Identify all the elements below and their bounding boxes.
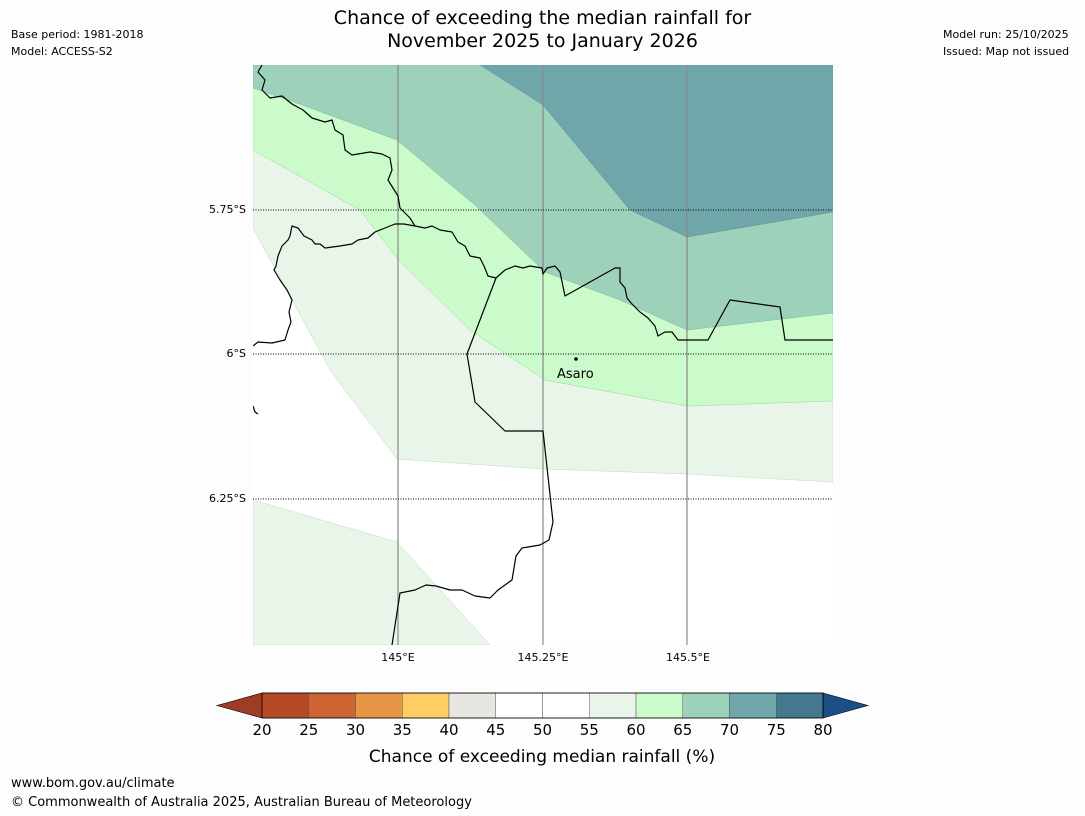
- province-boundaries: [253, 65, 833, 645]
- colorbar-tick-50: 50: [533, 721, 552, 739]
- asaro-point: [574, 357, 578, 361]
- colorbar-segment-60-65: [635, 692, 683, 719]
- footer-copyright: © Commonwealth of Australia 2025, Austra…: [11, 795, 472, 810]
- map-panel[interactable]: [253, 65, 833, 645]
- footer-url[interactable]: www.bom.gov.au/climate: [11, 776, 175, 791]
- issued-status: Issued: Map not issued: [943, 45, 1070, 58]
- place-label-asaro: Asaro: [557, 367, 594, 382]
- colorbar-tick-65: 65: [673, 721, 692, 739]
- longitude-gridlines: [397, 65, 688, 645]
- boundary-northwest: [253, 65, 416, 347]
- colorbar-tick-60: 60: [626, 721, 645, 739]
- colorbar-segment-45-50: [495, 692, 543, 719]
- colorbar-tick-45: 45: [486, 721, 505, 739]
- latitude-gridlines: [253, 209, 833, 500]
- zone-55-60-south: [253, 499, 491, 645]
- colorbar-segment-75-80: [776, 692, 824, 719]
- colorbar-tick-75: 75: [767, 721, 786, 739]
- footer: www.bom.gov.au/climate © Commonwealth of…: [11, 774, 472, 812]
- colorbar-tick-20: 20: [252, 721, 271, 739]
- colorbar-segment-65-70: [682, 692, 730, 719]
- lon-label-3: 145.5°E: [666, 651, 710, 664]
- map-title: Chance of exceeding the median rainfall …: [0, 7, 1085, 53]
- lat-label-1: 5.75°S: [209, 203, 246, 216]
- colorbar-tick-70: 70: [720, 721, 739, 739]
- model-run: Model run: 25/10/2025: [943, 28, 1069, 41]
- colorbar: [215, 692, 870, 719]
- asaro-marker[interactable]: Asaro: [557, 357, 594, 382]
- colorbar-segment-40-45: [448, 692, 496, 719]
- model-name: Model: ACCESS-S2: [11, 45, 113, 58]
- boundary-central: [414, 225, 833, 341]
- colorbar-outline: [261, 692, 824, 719]
- lat-label-2: 6°S: [227, 347, 246, 360]
- lat-label-3: 6.25°S: [209, 492, 246, 505]
- boundary-east: [391, 277, 554, 645]
- colorbar-tick-40: 40: [439, 721, 458, 739]
- colorbar-segment-70-75: [729, 692, 777, 719]
- colorbar-segment-25-30: [308, 692, 356, 719]
- colorbar-tick-25: 25: [299, 721, 318, 739]
- colorbar-tick-55: 55: [580, 721, 599, 739]
- title-line-2: November 2025 to January 2026: [387, 30, 698, 52]
- colorbar-label: Chance of exceeding median rainfall (%): [369, 747, 715, 767]
- colorbar-ticks: 20 25 30 35 40 45 50 55 60 65 70 75 80: [252, 721, 832, 739]
- colorbar-tick-35: 35: [393, 721, 412, 739]
- colorbar-segment-35-40: [402, 692, 450, 719]
- title-line-1: Chance of exceeding the median rainfall …: [333, 7, 752, 29]
- boundary-west-fragment: [253, 405, 259, 415]
- colorbar-segment-30-35: [355, 692, 403, 719]
- colorbar-tick-80: 80: [813, 721, 832, 739]
- colorbar-arrow-low: [215, 692, 263, 719]
- colorbar-arrow-high: [822, 692, 870, 719]
- latitude-labels: 5.75°S 6°S 6.25°S: [209, 203, 246, 505]
- longitude-labels: 145°E 145.25°E 145.5°E: [381, 651, 710, 664]
- colorbar-segment-50-55: [542, 692, 590, 719]
- run-info-left: Base period: 1981-2018 Model: ACCESS-S2: [11, 26, 143, 60]
- lon-label-2: 145.25°E: [518, 651, 569, 664]
- base-period: Base period: 1981-2018: [11, 28, 144, 41]
- run-info-right: Model run: 25/10/2025 Issued: Map not is…: [943, 26, 1069, 60]
- lon-label-1: 145°E: [381, 651, 414, 664]
- colorbar-segment-55-60: [589, 692, 637, 719]
- colorbar-tick-30: 30: [346, 721, 365, 739]
- colorbar-segment-20-25: [261, 692, 309, 719]
